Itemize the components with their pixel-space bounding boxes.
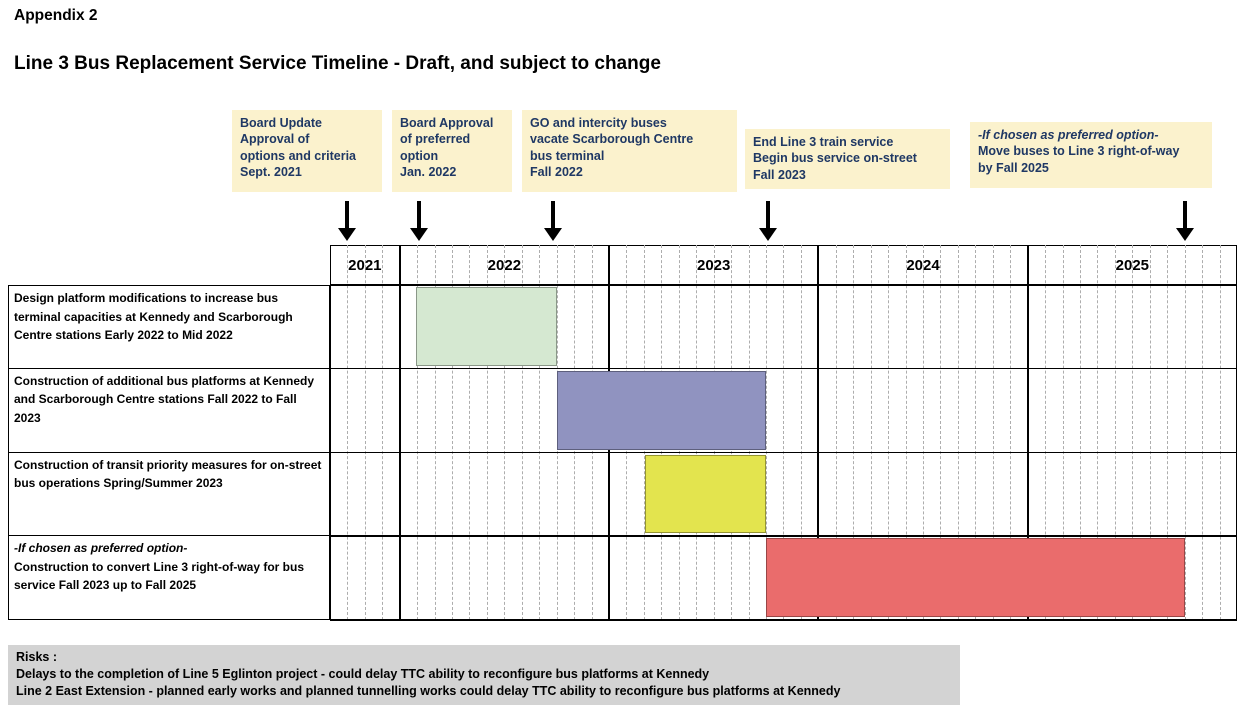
gantt-bar-4 <box>766 538 1185 617</box>
callout-text: Board Update Approval of options and cri… <box>240 116 356 179</box>
month-gridline <box>1062 245 1064 620</box>
month-gridline <box>434 245 436 620</box>
callout-board-approval: Board Approval of preferred option Jan. … <box>392 110 512 192</box>
year-label-2025: 2025 <box>1115 256 1150 274</box>
gantt-bar-2 <box>556 370 766 450</box>
task-label-design-platform-modifications: Design platform modifications to increas… <box>8 285 330 369</box>
month-gridline <box>957 245 959 620</box>
callout-text: Board Approval of preferred option Jan. … <box>400 116 494 179</box>
month-gridline <box>940 245 942 620</box>
month-gridline <box>783 245 785 620</box>
task-label-convert-right-of-way: -If chosen as preferred option- Construct… <box>8 536 330 620</box>
page-title: Line 3 Bus Replacement Service Timeline … <box>14 53 661 74</box>
month-gridline <box>1202 245 1204 620</box>
year-label-2024: 2024 <box>906 256 940 274</box>
year-gridline <box>398 245 401 620</box>
callout-text: Move buses to Line 3 right-of-way by Fal… <box>978 144 1180 175</box>
month-gridline <box>870 245 872 620</box>
month-gridline <box>1080 245 1081 620</box>
month-gridline <box>1045 245 1047 620</box>
callout-go-buses-vacate: GO and intercity buses vacate Scarboroug… <box>522 110 737 192</box>
row-separator <box>330 619 1237 621</box>
callout-end-train-service: End Line 3 train service Begin bus servi… <box>745 129 950 189</box>
risks-box: Risks : Delays to the completion of Line… <box>8 645 960 705</box>
year-label-2021: 2021 <box>348 256 382 274</box>
month-gridline <box>452 245 454 620</box>
month-gridline <box>1010 245 1012 620</box>
month-gridline <box>766 245 768 620</box>
month-gridline <box>1184 245 1186 620</box>
task-label-text: Design platform modifications to increas… <box>14 291 293 343</box>
year-gridline <box>817 245 820 620</box>
month-gridline <box>521 245 523 620</box>
month-gridline <box>382 245 384 620</box>
risk-item-line5: Delays to the completion of Line 5 Eglin… <box>16 667 710 681</box>
row-separator <box>330 367 1237 370</box>
risk-item-line2: Line 2 East Extension - planned early wo… <box>16 684 841 698</box>
year-gridline <box>1026 245 1029 620</box>
callout-text: End Line 3 train service Begin bus servi… <box>753 135 917 182</box>
month-gridline <box>347 245 349 620</box>
callout-board-update: Board Update Approval of options and cri… <box>232 110 382 192</box>
year-label-2022: 2022 <box>487 256 522 274</box>
month-gridline <box>1114 245 1116 620</box>
callout-text: GO and intercity buses vacate Scarboroug… <box>530 116 694 179</box>
task-label-text: Construction to convert Line 3 right-of-… <box>14 559 305 593</box>
month-gridline <box>853 245 855 620</box>
month-gridline <box>1149 245 1151 620</box>
month-gridline <box>1097 245 1099 620</box>
month-gridline <box>800 245 802 620</box>
task-label-text: Construction of additional bus platforms… <box>14 373 315 425</box>
month-gridline <box>835 245 837 620</box>
month-gridline <box>539 245 541 620</box>
month-gridline <box>486 245 488 620</box>
month-gridline <box>923 245 924 620</box>
row-separator <box>330 535 1237 537</box>
task-label-italic-line: -If chosen as preferred option- <box>14 541 188 556</box>
gantt-bar-3 <box>644 454 767 534</box>
month-gridline <box>1132 245 1134 620</box>
month-gridline <box>469 245 471 620</box>
month-gridline <box>905 245 907 620</box>
month-gridline <box>417 245 419 620</box>
risks-heading: Risks : <box>16 650 57 664</box>
callout-move-buses: -If chosen as preferred option- Move buse… <box>970 122 1212 188</box>
month-gridline <box>975 245 977 620</box>
row-separator <box>330 284 1237 286</box>
month-gridline <box>992 245 994 620</box>
task-label-transit-priority-measures: Construction of transit priority measure… <box>8 452 330 537</box>
row-separator <box>330 451 1237 453</box>
appendix-title: Appendix 2 <box>14 7 98 24</box>
callout-italic-line: -If chosen as preferred option- <box>978 128 1159 142</box>
month-gridline <box>1167 245 1169 620</box>
task-label-text: Construction of transit priority measure… <box>14 457 322 491</box>
gantt-bar-1 <box>416 287 557 366</box>
month-gridline <box>504 245 506 620</box>
year-label-2023: 2023 <box>696 256 731 274</box>
month-gridline <box>364 245 366 620</box>
month-gridline <box>1219 245 1221 620</box>
task-label-construction-bus-platforms: Construction of additional bus platforms… <box>8 368 330 453</box>
month-gridline <box>888 245 890 620</box>
